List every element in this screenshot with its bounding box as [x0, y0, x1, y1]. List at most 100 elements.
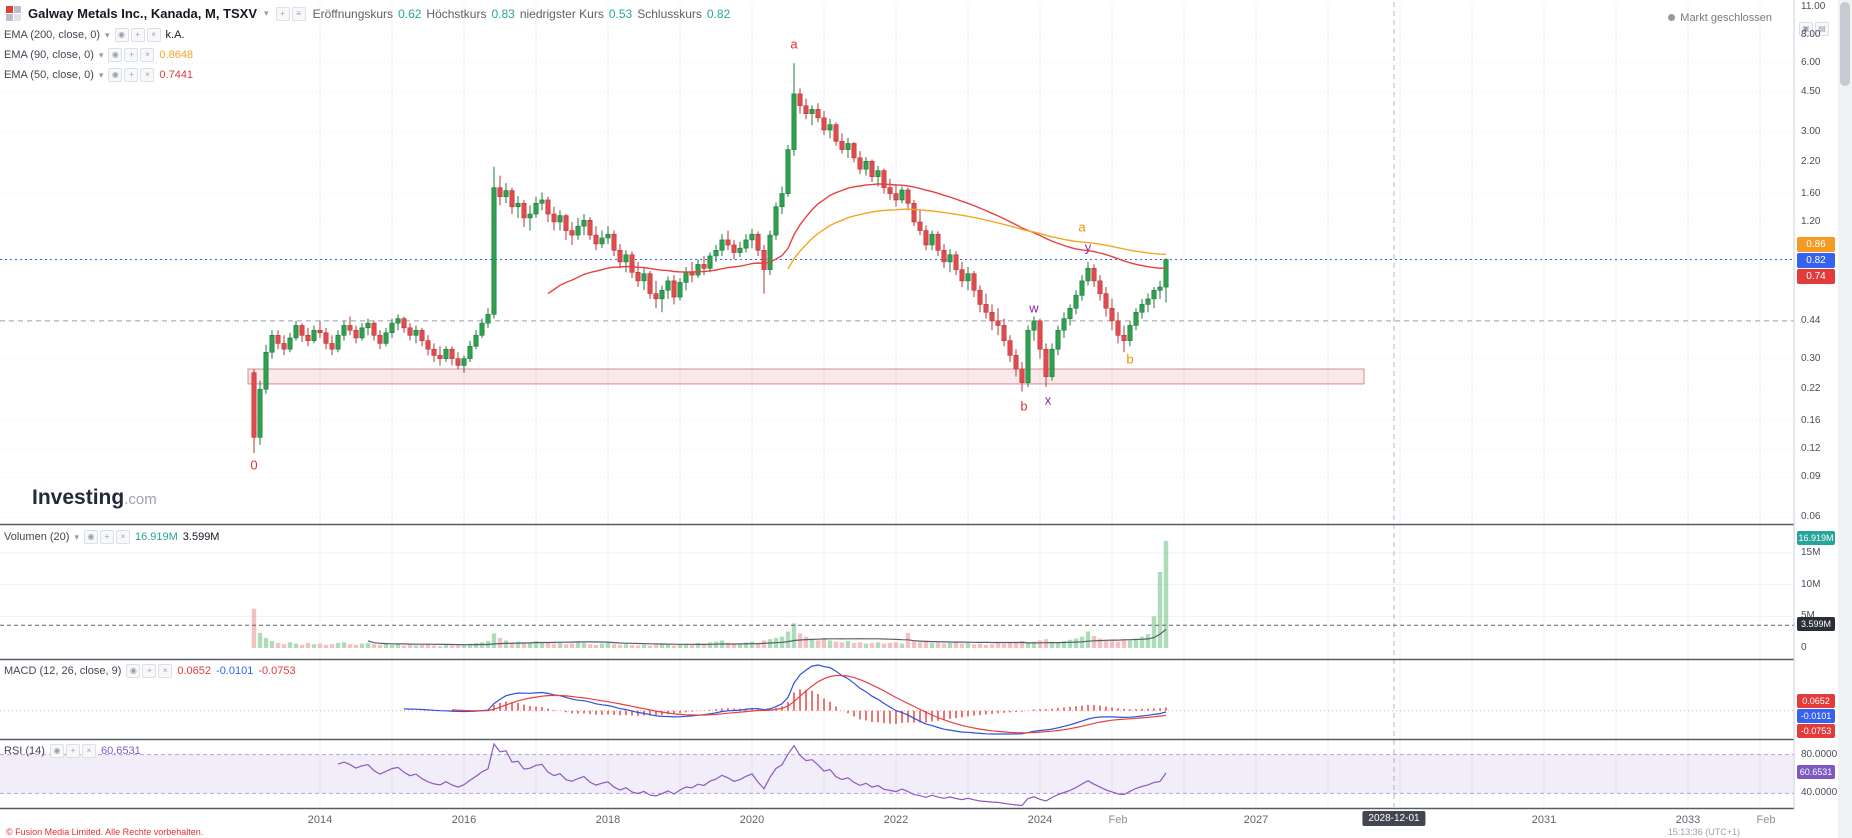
- volume-badge: 3.599M: [1797, 617, 1835, 631]
- close-label: Schlusskurs: [637, 6, 702, 21]
- price-axis[interactable]: [1794, 0, 1839, 810]
- wave-label[interactable]: b: [1126, 351, 1134, 367]
- open-label: Eröffnungskurs: [312, 6, 394, 21]
- wave-label[interactable]: a: [790, 36, 798, 52]
- volume-tick: 0: [1801, 642, 1807, 653]
- axis-corner-controls: ▣ ▤: [1799, 22, 1829, 36]
- volume-tick: 10M: [1801, 578, 1821, 590]
- open-value: 0.62: [398, 6, 422, 21]
- volume-ma-value: 3.599M: [182, 531, 220, 543]
- visibility-icon[interactable]: ◉: [49, 744, 64, 758]
- chevron-down-icon[interactable]: ▾: [264, 8, 269, 18]
- time-axis-label[interactable]: Feb: [1108, 814, 1128, 826]
- gear-icon[interactable]: +: [142, 664, 157, 678]
- close-icon[interactable]: ×: [158, 664, 173, 678]
- gear-icon[interactable]: +: [130, 28, 145, 42]
- macd-badge: -0.0101: [1797, 709, 1835, 723]
- visibility-icon[interactable]: ◉: [83, 530, 98, 544]
- price-tick: 8.00: [1801, 28, 1821, 40]
- watermark-logo: Investing.com: [32, 486, 157, 510]
- time-axis-label[interactable]: 2024: [1027, 814, 1053, 826]
- time-axis-label[interactable]: 2014: [307, 814, 333, 826]
- high-label: Höchstkurs: [426, 6, 487, 21]
- chevron-down-icon[interactable]: ▾: [98, 49, 104, 60]
- low-value: 0.53: [608, 6, 633, 21]
- time-axis-label[interactable]: 2033: [1675, 814, 1701, 826]
- compare-icon[interactable]: +: [275, 6, 290, 21]
- chevron-down-icon[interactable]: ▾: [105, 29, 110, 40]
- support-zone[interactable]: [247, 368, 1365, 385]
- wave-label[interactable]: b: [1020, 398, 1028, 414]
- macd-signal-line: [451, 674, 1167, 734]
- price-badge: 0.82: [1797, 253, 1835, 268]
- wave-label[interactable]: a: [1078, 219, 1086, 235]
- watermark-brand: Investing: [32, 486, 125, 509]
- time-axis-label[interactable]: 2020: [739, 814, 765, 826]
- time-axis-label[interactable]: 2022: [883, 814, 909, 826]
- price-tick: 1.60: [1801, 187, 1821, 199]
- ema200-value: k.A.: [165, 29, 185, 41]
- close-icon[interactable]: ×: [146, 28, 161, 42]
- price-badge: 0.74: [1797, 269, 1835, 284]
- close-icon[interactable]: ×: [81, 744, 96, 758]
- wave-label[interactable]: w: [1029, 300, 1039, 316]
- price-tick: 0.06: [1801, 511, 1821, 523]
- macd-badge: 0.0652: [1797, 694, 1835, 708]
- close-icon[interactable]: ×: [140, 48, 155, 62]
- time-axis-label[interactable]: 2018: [595, 814, 621, 826]
- price-tick: 0.44: [1801, 314, 1821, 326]
- macd-badge: -0.0753: [1797, 724, 1835, 738]
- close-icon[interactable]: ×: [115, 530, 130, 544]
- maximize-icon[interactable]: ▣: [1799, 22, 1813, 36]
- time-axis-label[interactable]: Feb: [1756, 814, 1776, 826]
- ema200-label: EMA (200, close, 0): [4, 29, 100, 41]
- market-status: Markt geschlossen: [1668, 8, 1772, 26]
- gear-icon[interactable]: +: [99, 530, 114, 544]
- scrollbar[interactable]: [1838, 0, 1852, 838]
- macd-signal-value: -0.0753: [258, 665, 296, 677]
- visibility-icon[interactable]: ◉: [114, 28, 129, 42]
- macd-line: [403, 664, 1167, 735]
- wave-label[interactable]: x: [1044, 392, 1052, 408]
- legend-volume: Volumen (20) ▾ ◉ + × 16.919M 3.599M: [4, 530, 219, 544]
- macd-line-value: -0.0101: [216, 665, 254, 677]
- price-tick: 4.50: [1801, 85, 1821, 97]
- visibility-icon[interactable]: ◉: [126, 664, 141, 678]
- chevron-down-icon[interactable]: ▾: [74, 531, 79, 542]
- volume-ma-line: [367, 628, 1167, 646]
- rsi-tick: 80.0000: [1801, 748, 1838, 760]
- low-label: niedrigster Kurs: [519, 6, 604, 21]
- symbol-title[interactable]: Galway Metals Inc., Kanada, M, TSXV: [28, 6, 258, 21]
- legend-rsi: RSI (14) ◉ + × 60.6531: [4, 744, 141, 758]
- volume-current-value: 16.919M: [134, 531, 178, 543]
- chevron-down-icon[interactable]: ▾: [98, 69, 104, 80]
- time-axis-label[interactable]: 2031: [1531, 814, 1557, 826]
- legend-ema50: EMA (50, close, 0) ▾ ◉ + × 0.7441: [4, 68, 193, 82]
- chart-header: Galway Metals Inc., Kanada, M, TSXV ▾ + …: [6, 6, 730, 21]
- visibility-icon[interactable]: ◉: [108, 68, 123, 82]
- wave-label[interactable]: 0: [250, 457, 258, 473]
- close-icon[interactable]: ×: [140, 68, 155, 82]
- gear-icon[interactable]: +: [124, 68, 139, 82]
- price-tick: 3.00: [1801, 125, 1821, 137]
- ema50-label: EMA (50, close, 0): [4, 69, 94, 81]
- rsi-line: [337, 742, 1167, 807]
- price-tick: 2.20: [1801, 156, 1821, 168]
- symbol-logo-icon[interactable]: [6, 6, 21, 21]
- price-badge: 0.86: [1797, 237, 1835, 252]
- camera-icon[interactable]: ▤: [1815, 22, 1829, 36]
- time-axis-label[interactable]: 2016: [451, 814, 477, 826]
- time-axis-label[interactable]: 2027: [1243, 814, 1269, 826]
- market-status-text: Markt geschlossen: [1680, 12, 1772, 24]
- gear-icon[interactable]: +: [65, 744, 80, 758]
- ohlc-readout: Eröffnungskurs 0.62 Höchstkurs 0.83 nied…: [313, 7, 731, 21]
- wave-label[interactable]: y: [1084, 239, 1092, 255]
- gear-icon[interactable]: +: [124, 48, 139, 62]
- chart-canvas[interactable]: [0, 0, 1852, 812]
- close-value: 0.82: [706, 6, 731, 21]
- scrollbar-thumb[interactable]: [1840, 2, 1850, 86]
- ema50-line: [547, 183, 1167, 295]
- visibility-icon[interactable]: ◉: [108, 48, 123, 62]
- chart-settings-icon[interactable]: ≡: [291, 6, 306, 21]
